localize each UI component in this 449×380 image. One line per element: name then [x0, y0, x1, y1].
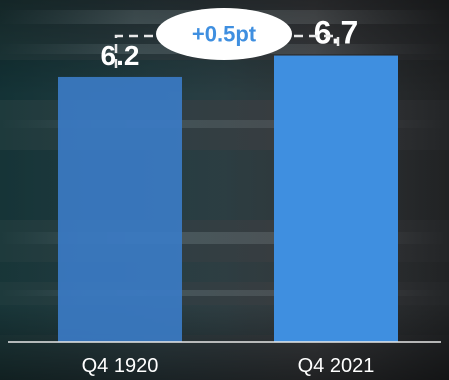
x-tick-label: Q4 1920 — [82, 355, 159, 377]
bar-value-label: 6.2 — [101, 40, 140, 71]
bars-layer — [58, 55, 398, 342]
delta-label: +0.5pt — [192, 22, 257, 47]
bar-q4-2021 — [274, 55, 398, 342]
delta-annotation: +0.5pt — [114, 8, 340, 68]
bar-q4-1920 — [58, 76, 182, 342]
delta-bubble — [156, 8, 292, 60]
x-tick-label: Q4 2021 — [298, 355, 375, 377]
labels-layer: 6.2 Q4 1920 6.7 Q4 2021 — [82, 15, 375, 377]
bar-value-label: 6.7 — [314, 15, 358, 51]
